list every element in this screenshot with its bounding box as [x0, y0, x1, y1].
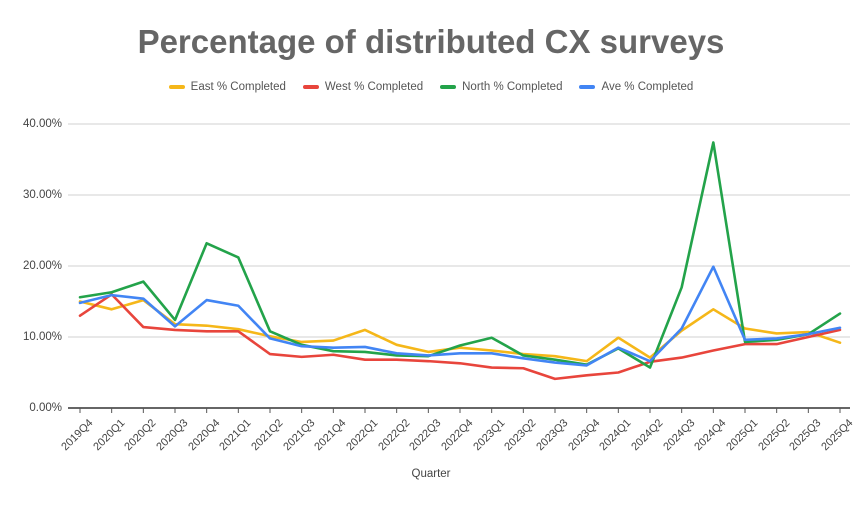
y-axis-tick-label: 30.00% — [22, 189, 62, 201]
legend-label: Ave % Completed — [601, 81, 694, 93]
series-line[interactable] — [78, 265, 842, 367]
legend-item[interactable]: Ave % Completed — [579, 81, 693, 93]
y-axis-tick-label: 0.00% — [29, 402, 62, 414]
series-line[interactable] — [78, 298, 842, 363]
series-line[interactable] — [78, 293, 842, 381]
series-lines — [78, 141, 842, 381]
legend-color-swatch — [579, 85, 596, 89]
y-axis-tick-label: 10.00% — [22, 331, 62, 343]
chart-legend: East % Completed West % Completed North % … — [0, 81, 862, 93]
legend-item[interactable]: West % Completed — [302, 81, 424, 93]
y-axis-tick-label: 40.00% — [22, 118, 62, 130]
legend-item[interactable]: East % Completed — [168, 81, 286, 93]
y-axis-tick-label: 20.00% — [22, 260, 62, 272]
legend-label: East % Completed — [190, 81, 286, 93]
legend-color-swatch — [168, 85, 185, 89]
legend-item[interactable]: North % Completed — [440, 81, 562, 93]
legend-label: North % Completed — [462, 81, 563, 93]
chart-title: Percentage of distributed CX surveys — [137, 23, 725, 60]
legend-color-swatch — [302, 85, 319, 89]
x-axis-title: Quarter — [411, 468, 451, 480]
legend-label: West % Completed — [324, 81, 424, 93]
x-axis-ticks — [79, 408, 841, 413]
legend-color-swatch — [440, 85, 457, 89]
series-line[interactable] — [78, 141, 842, 369]
